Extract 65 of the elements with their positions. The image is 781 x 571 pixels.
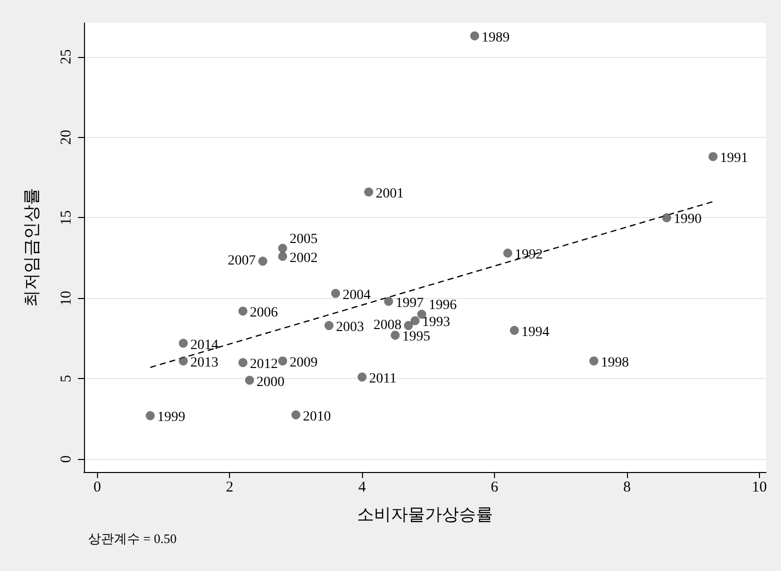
annotation: 1999 [157,410,186,426]
point [589,356,598,366]
annotation: 1994 [521,324,550,340]
point [291,410,300,420]
annotation: 1995 [402,330,430,345]
point [404,321,413,330]
annotation: 1989 [482,30,510,46]
y-tick-label: 15 [58,210,74,226]
annotation: 1993 [422,315,450,330]
point [331,288,340,298]
point [503,248,512,258]
point [662,213,672,222]
annotation: 2014 [190,338,218,353]
annotation: 2001 [376,186,404,202]
annotation: 2011 [369,372,397,387]
annotation: 1997 [396,296,424,311]
point [278,356,288,366]
point [146,411,155,420]
point [178,356,188,366]
point [390,330,400,340]
point [245,376,254,385]
point [708,152,718,162]
annotation: 2003 [336,320,364,336]
point [384,296,394,306]
point [358,372,367,382]
text: 상관계수 = 0.50 [88,531,177,546]
annotation: 2000 [256,374,285,390]
annotation: 2008 [373,318,402,334]
annotation: 2002 [290,250,318,266]
annotation: 1991 [720,151,748,166]
annotation: 2013 [190,355,218,370]
annotation: 2012 [250,357,278,372]
point [238,306,248,316]
annotation: 1996 [428,298,457,313]
point [470,31,480,40]
annotation: 1998 [600,355,629,370]
annotation: 2010 [302,409,331,424]
point [178,338,188,348]
y-axis-title: 최저임금인상률 [22,188,41,307]
x-tick-label: 2 [226,480,234,496]
point [324,321,334,330]
x-tick-label: 0 [93,480,101,496]
annotation: 2004 [342,288,371,303]
point [278,252,288,261]
y-tick-label: 0 [58,455,74,463]
annotation: 2009 [290,355,318,370]
point [258,256,268,266]
y-tick-label: 5 [58,374,74,382]
y-tick-label: 10 [58,290,74,306]
annotation: 1990 [674,212,702,228]
x-tick-label: 8 [623,480,631,496]
y-tick-label: 20 [58,130,74,145]
y-tick-label: 25 [58,49,74,64]
x-tick-label: 6 [490,480,499,496]
x-axis-title: 소비자물가상승률 [357,505,493,524]
x-tick-label: 10 [752,480,767,496]
point [238,358,248,368]
point [278,244,288,253]
x-tick-label: 4 [358,480,366,496]
annotation: 2005 [290,232,318,247]
point [364,187,374,196]
point [410,316,420,326]
point [510,326,519,335]
annotation: 2006 [250,306,278,321]
annotation: 2007 [228,254,256,269]
